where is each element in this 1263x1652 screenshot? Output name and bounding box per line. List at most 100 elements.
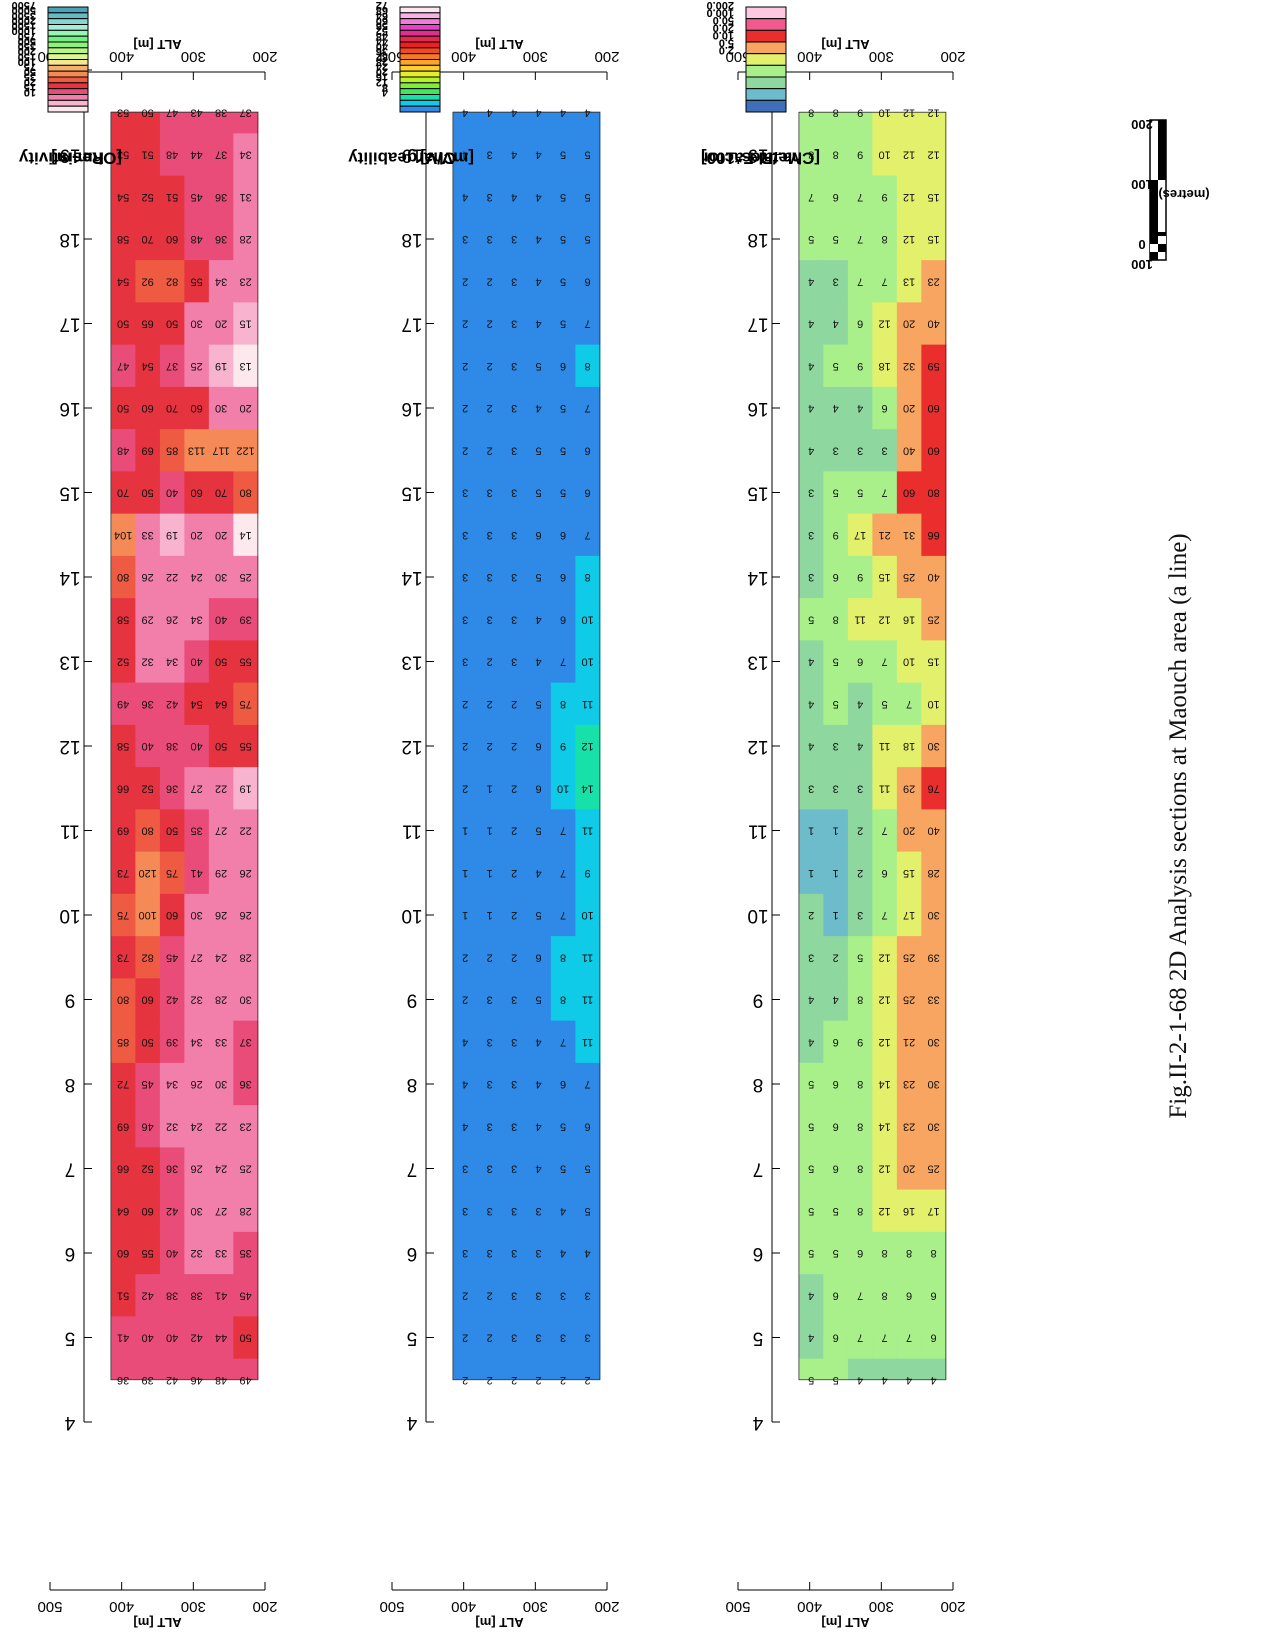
data-label: 66 xyxy=(117,782,129,794)
heatmap-cell xyxy=(575,344,601,387)
legend-unit: [Ohm-m] xyxy=(51,149,122,168)
legend-swatch xyxy=(745,76,787,90)
data-label: 82 xyxy=(166,275,178,287)
heatmap-cell xyxy=(550,555,576,599)
heatmap-cell xyxy=(550,513,576,556)
legend-title: Resistivity xyxy=(18,149,104,168)
heatmap-cell xyxy=(233,344,259,387)
data-label: 37 xyxy=(239,106,251,118)
heatmap-cell xyxy=(823,1146,849,1190)
alt-tick-label: 200 xyxy=(252,1598,277,1615)
heatmap-cell xyxy=(159,893,185,937)
heatmap-cell xyxy=(477,682,503,725)
data-label: 26 xyxy=(239,909,251,921)
heatmap-cell xyxy=(847,344,873,387)
heatmap-cell xyxy=(550,935,576,979)
heatmap-cell xyxy=(501,132,527,176)
heatmap-cell xyxy=(872,132,898,176)
data-label: 3 xyxy=(487,1036,493,1048)
data-label: 2 xyxy=(462,1332,468,1344)
legend-swatch xyxy=(47,53,89,60)
data-label: 5 xyxy=(833,233,839,245)
heatmap-cell xyxy=(798,428,825,472)
section-frame xyxy=(798,111,947,1381)
data-label: 6 xyxy=(857,1247,863,1259)
data-label: 5 xyxy=(536,825,542,837)
heatmap-cell xyxy=(477,1273,503,1317)
heatmap-cell xyxy=(575,428,601,472)
data-label: 48 xyxy=(190,233,202,245)
data-label: 20 xyxy=(215,318,227,330)
data-label: 25 xyxy=(927,1163,939,1175)
data-label: 5 xyxy=(857,487,863,499)
data-label: 46 xyxy=(142,1120,154,1132)
heatmap-cell xyxy=(575,1315,601,1359)
data-label: 23 xyxy=(903,1120,915,1132)
data-label: 7 xyxy=(882,487,888,499)
station-tick-label: 12 xyxy=(401,736,422,757)
data-label: 6 xyxy=(536,951,542,963)
heatmap-cell xyxy=(872,217,898,261)
heatmap-cell xyxy=(208,893,234,937)
data-label: 34 xyxy=(166,656,178,668)
heatmap-cell xyxy=(526,1231,552,1275)
section-panels: ALT [m]ALT [m]50040030020050040030020045… xyxy=(37,37,965,1630)
data-label: 5 xyxy=(808,1374,814,1386)
heatmap-cell xyxy=(159,808,185,852)
heatmap-cell xyxy=(501,808,527,852)
heatmap-cell xyxy=(184,259,210,303)
heatmap-cell xyxy=(550,344,576,387)
data-label: 49 xyxy=(117,698,129,710)
heatmap-cell xyxy=(452,386,479,430)
data-label: 42 xyxy=(166,994,178,1006)
data-label: 19 xyxy=(239,782,251,794)
data-label: 75 xyxy=(117,909,129,921)
heatmap-cell xyxy=(501,470,527,514)
data-label: 2 xyxy=(511,698,517,710)
heatmap-cell xyxy=(135,513,161,556)
data-label: 80 xyxy=(117,571,129,583)
heatmap-cell xyxy=(477,1315,503,1359)
heatmap-cell xyxy=(847,1273,873,1317)
data-label: 7 xyxy=(560,825,566,837)
heatmap-cell xyxy=(847,1020,873,1063)
heatmap-cell xyxy=(823,682,849,725)
data-label: 10 xyxy=(903,656,915,668)
heatmap-cell xyxy=(896,1189,922,1232)
data-label: 3 xyxy=(833,444,839,456)
alt-tick-label: 400 xyxy=(797,48,822,65)
data-label: 5 xyxy=(536,909,542,921)
data-label: 6 xyxy=(560,613,566,625)
heatmap-cell xyxy=(526,682,552,725)
heatmap-cell xyxy=(184,1146,210,1190)
data-label: 55 xyxy=(142,1247,154,1259)
data-label: 34 xyxy=(190,613,202,625)
heatmap-cell xyxy=(208,513,234,556)
data-label: 50 xyxy=(142,106,154,118)
heatmap-cell xyxy=(823,513,849,556)
legend-swatch xyxy=(745,88,787,101)
legend-level-label: 15 xyxy=(24,81,36,93)
data-label: 2 xyxy=(857,867,863,879)
data-label: 1 xyxy=(808,867,814,879)
legend-swatch xyxy=(399,24,441,31)
legend-level-label: 5000 xyxy=(12,4,36,16)
heatmap-cell xyxy=(501,1189,527,1232)
legend-level-label: 2.0 xyxy=(719,44,734,56)
heatmap-cell xyxy=(823,935,849,979)
station-tick-label: 5 xyxy=(753,1327,764,1348)
data-label: 7 xyxy=(906,1332,912,1344)
data-label: 25 xyxy=(903,951,915,963)
heatmap-cell xyxy=(477,344,503,387)
data-label: 15 xyxy=(239,318,251,330)
data-label: 5 xyxy=(808,1247,814,1259)
data-label: 12 xyxy=(878,318,890,330)
station-tick-label: 6 xyxy=(753,1243,764,1264)
heatmap-cell xyxy=(550,1062,576,1106)
data-label: 47 xyxy=(166,106,178,118)
heatmap-cell xyxy=(208,217,234,261)
heatmap-cell xyxy=(550,217,576,261)
data-label: 28 xyxy=(239,1205,251,1217)
legend-swatch xyxy=(47,35,89,43)
heatmap-cell xyxy=(847,851,873,894)
